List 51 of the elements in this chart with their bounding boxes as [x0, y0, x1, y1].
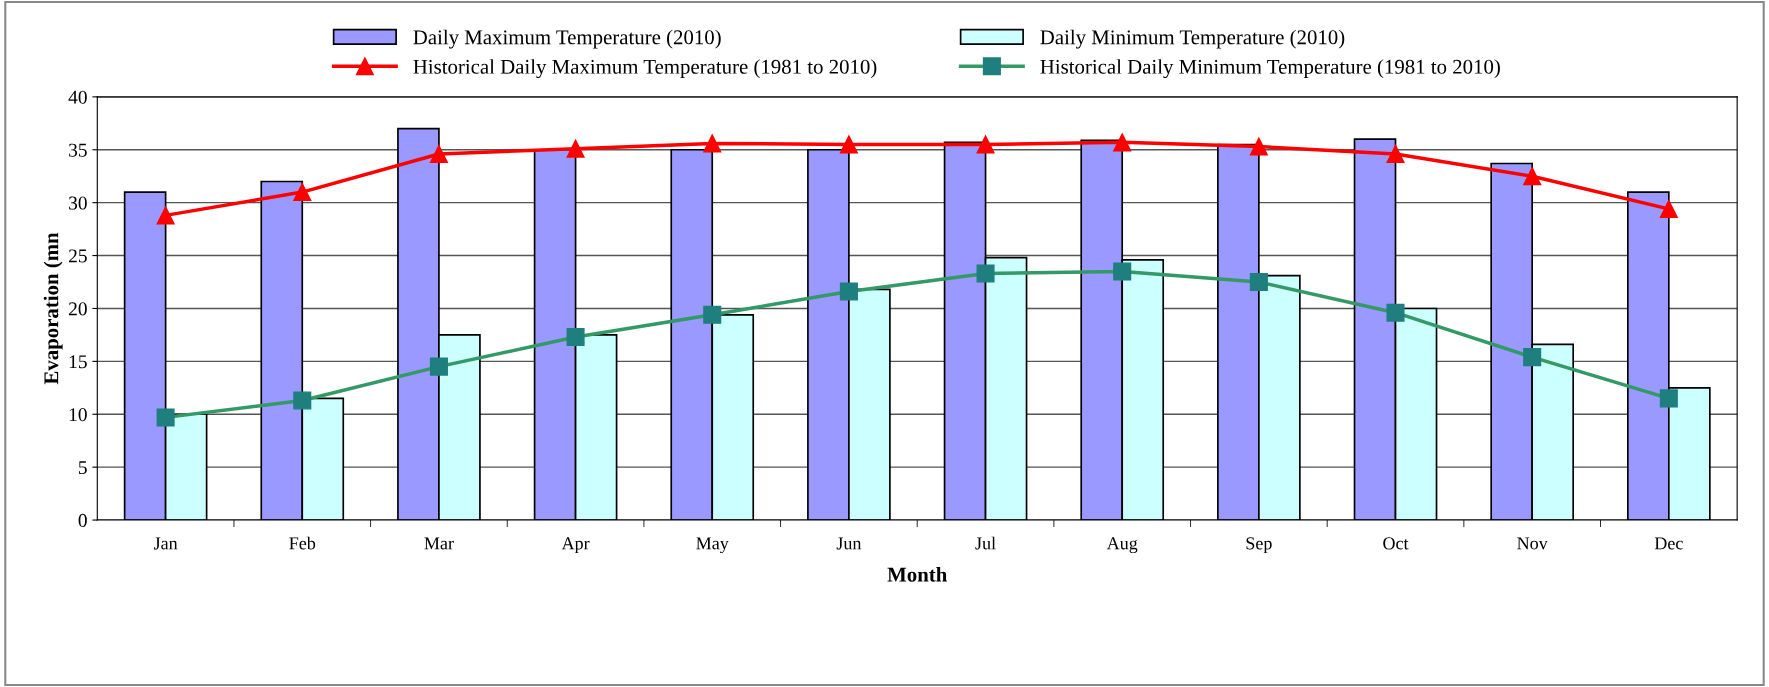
- y-tick-label: 25: [68, 249, 87, 263]
- y-tick-label: 20: [68, 302, 87, 316]
- x-tick-label: Oct: [1383, 537, 1409, 550]
- point: [1659, 389, 1678, 408]
- point: [1386, 144, 1405, 164]
- point: [703, 305, 722, 324]
- point: [156, 206, 175, 225]
- x-tick-label: Jun: [836, 537, 862, 550]
- point: [1386, 303, 1405, 322]
- x-tick-label: Aug: [1106, 537, 1138, 554]
- legend-label: Historical Daily Maximum Temperature (1981 to 2010): [413, 59, 877, 79]
- y-tick-label: 35: [69, 143, 87, 157]
- point: [703, 134, 722, 153]
- point: [293, 183, 312, 202]
- point: [1523, 348, 1542, 367]
- y-tick-label: 40: [68, 90, 87, 104]
- point: [839, 135, 858, 154]
- point: [1249, 272, 1268, 292]
- x-tick-label: Apr: [561, 537, 590, 554]
- point: [1113, 262, 1132, 281]
- point: [566, 327, 585, 347]
- x-tick-label: Jul: [975, 536, 996, 550]
- legend-label: Daily Maximum Temperature (2010): [413, 29, 721, 49]
- point: [156, 408, 175, 427]
- legend-label: Historical Daily Minimum Temperature (1981 to 2010): [1040, 59, 1500, 79]
- y-tick-label: 5: [78, 461, 87, 475]
- point: [293, 391, 312, 410]
- x-tick-label: Feb: [289, 536, 316, 550]
- y-tick-label: 0: [78, 513, 87, 527]
- point: [976, 135, 995, 154]
- point: [429, 357, 448, 376]
- point: [1113, 133, 1132, 152]
- y-tick-label: 30: [69, 196, 87, 210]
- x-tick-label: Mar: [424, 537, 454, 550]
- x-tick-label: Jan: [153, 537, 178, 550]
- x-tick-label: Dec: [1654, 537, 1683, 550]
- point: [976, 264, 995, 283]
- x-tick-label: Sep: [1246, 537, 1272, 554]
- y-axis-title: Evaporation (mn: [43, 232, 63, 385]
- legend-label: Daily Minimum Temperature (2010): [1040, 29, 1345, 49]
- y-tick-label: 15: [69, 355, 87, 369]
- point: [1249, 137, 1268, 156]
- point: [1523, 167, 1542, 186]
- x-axis-title: Month: [887, 566, 948, 582]
- point: [839, 282, 858, 301]
- y-tick-label: 10: [69, 408, 87, 422]
- x-tick-label: May: [696, 537, 729, 554]
- point: [1659, 199, 1678, 219]
- point: [429, 144, 448, 164]
- point: [566, 139, 585, 158]
- x-tick-label: Nov: [1517, 537, 1548, 550]
